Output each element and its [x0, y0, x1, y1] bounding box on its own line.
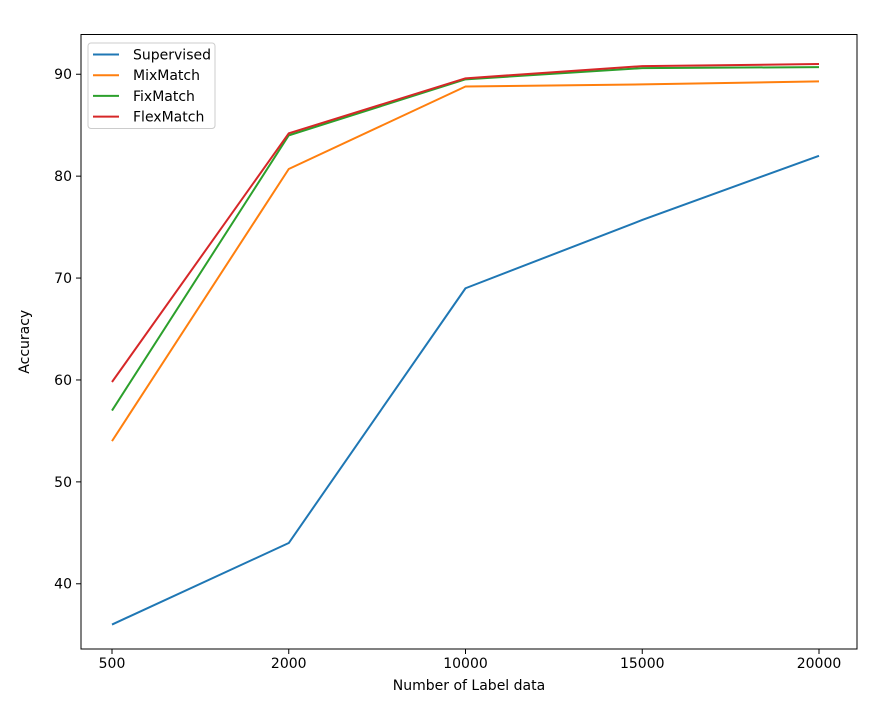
legend-item-supervised: Supervised [93, 47, 211, 63]
series-line-fixmatch [111, 66, 820, 412]
x-axis-label: Number of Label data [393, 678, 545, 694]
x-tick-label: 10000 [443, 656, 488, 672]
y-tick-label: 50 [54, 475, 72, 491]
x-tick-label: 15000 [620, 656, 665, 672]
legend-item-fixmatch: FixMatch [93, 89, 195, 105]
plot-area-border [80, 34, 858, 650]
x-axis: 500 2000 10000 15000 20000 [99, 649, 842, 672]
series-line-mixmatch [111, 80, 820, 442]
legend-label: MixMatch [133, 68, 200, 84]
x-tick-label: 20000 [797, 656, 842, 672]
legend-item-mixmatch: MixMatch [93, 68, 200, 84]
x-tick-label: 2000 [271, 656, 307, 672]
y-axis: 40 50 60 70 80 90 [54, 67, 81, 593]
y-tick-label: 40 [54, 577, 72, 593]
y-tick-label: 80 [54, 169, 72, 185]
legend-label: FixMatch [133, 89, 195, 105]
legend-label: FlexMatch [133, 110, 204, 126]
legend-box [87, 42, 216, 129]
legend: Supervised MixMatch FixMatch FlexMatch [87, 42, 216, 129]
series-line-supervised [111, 154, 820, 626]
legend-label: Supervised [133, 47, 211, 63]
series-line-flexmatch [111, 63, 820, 383]
y-axis-label: Accuracy [17, 310, 33, 374]
y-tick-label: 60 [54, 373, 72, 389]
y-tick-label: 90 [54, 67, 72, 83]
legend-item-flexmatch: FlexMatch [93, 110, 204, 126]
y-tick-label: 70 [54, 271, 72, 287]
x-tick-label: 500 [99, 656, 126, 672]
